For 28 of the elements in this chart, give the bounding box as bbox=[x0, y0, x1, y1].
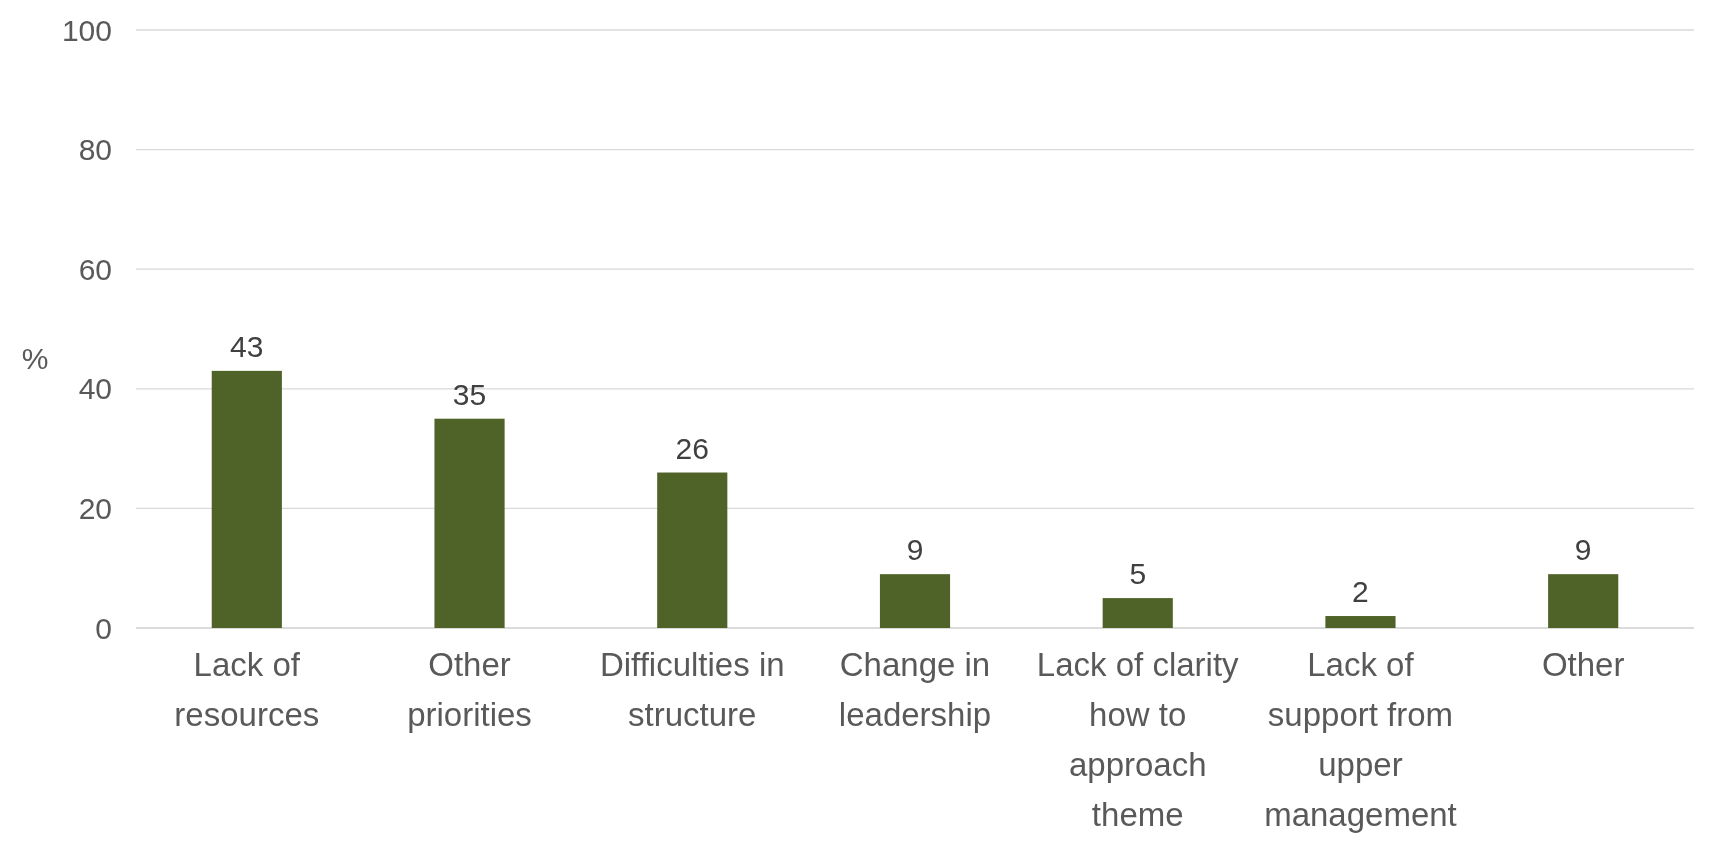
bar bbox=[1102, 598, 1173, 628]
data-label: 5 bbox=[1129, 557, 1147, 591]
y-tick-label: 40 bbox=[78, 372, 112, 406]
x-tick-label: Other bbox=[1541, 646, 1625, 683]
bar bbox=[879, 574, 951, 628]
data-label: 43 bbox=[230, 329, 264, 363]
y-tick-label: 80 bbox=[78, 133, 112, 167]
bar bbox=[1325, 616, 1396, 628]
data-label: 35 bbox=[452, 377, 487, 411]
y-axis-title: % bbox=[21, 342, 49, 376]
bar bbox=[657, 472, 728, 628]
x-tick-label: Lack of clarity how to approach theme bbox=[1036, 646, 1240, 833]
bar bbox=[1548, 574, 1619, 628]
data-label: 26 bbox=[675, 431, 709, 465]
y-tick-label: 60 bbox=[78, 252, 112, 286]
data-label: 2 bbox=[1352, 575, 1369, 609]
x-tick-label: Change in leadership bbox=[838, 646, 992, 733]
data-label: 9 bbox=[906, 533, 924, 567]
y-tick-label: 100 bbox=[61, 13, 112, 47]
y-tick-label: 20 bbox=[78, 491, 112, 525]
x-tick-label: Lack of resources bbox=[174, 646, 320, 733]
bar bbox=[211, 370, 282, 628]
x-tick-label: Other priorities bbox=[407, 646, 532, 733]
bar bbox=[434, 418, 505, 628]
x-tick-label: Lack of support from upper management bbox=[1264, 646, 1457, 833]
x-tick-label: Difficulties in structure bbox=[599, 646, 785, 733]
y-tick-label: 0 bbox=[95, 611, 112, 645]
data-label: 9 bbox=[1574, 533, 1592, 567]
